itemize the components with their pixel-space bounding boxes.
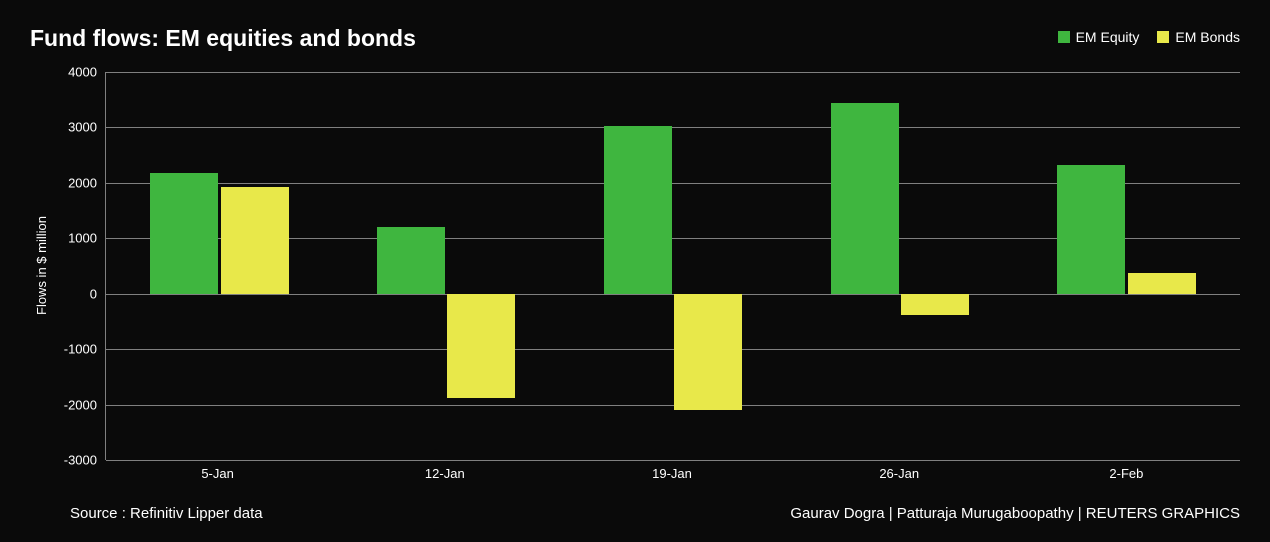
y-tick-label: 0 (90, 287, 97, 300)
legend-item: EM Equity (1058, 29, 1140, 45)
grid-line (106, 349, 1240, 350)
y-tick-label: -1000 (64, 343, 97, 356)
source-text: Source : Refinitiv Lipper data (70, 505, 263, 522)
y-tick-label: 1000 (68, 232, 97, 245)
bar (901, 294, 969, 315)
x-tick-label: 12-Jan (331, 466, 558, 481)
y-tick-label: -3000 (64, 454, 97, 467)
legend-label: EM Equity (1076, 29, 1140, 45)
bar (831, 103, 899, 294)
y-tick-label: 3000 (68, 121, 97, 134)
grid-line (106, 72, 1240, 73)
grid-line (106, 294, 1240, 295)
bar (221, 187, 289, 293)
y-axis-label: Flows in $ million (30, 72, 53, 460)
legend: EM Equity EM Bonds (1058, 25, 1240, 45)
bar (604, 126, 672, 294)
x-axis-ticks: 5-Jan12-Jan19-Jan26-Jan2-Feb (104, 466, 1240, 481)
y-tick-label: 2000 (68, 176, 97, 189)
x-tick-label: 5-Jan (104, 466, 331, 481)
bar (674, 294, 742, 410)
bar (1057, 165, 1125, 294)
y-tick-label: -2000 (64, 398, 97, 411)
bar (377, 227, 445, 294)
chart-title: Fund flows: EM equities and bonds (30, 25, 416, 52)
x-tick-label: 19-Jan (558, 466, 785, 481)
x-tick-label: 2-Feb (1013, 466, 1240, 481)
grid-line (106, 405, 1240, 406)
credits-text: Gaurav Dogra | Patturaja Murugaboopathy … (790, 505, 1240, 522)
bar (1128, 273, 1196, 294)
bar (447, 294, 515, 399)
grid-line (106, 127, 1240, 128)
chart-plot-area (105, 72, 1240, 460)
bar (150, 173, 218, 294)
x-tick-label: 26-Jan (786, 466, 1013, 481)
legend-swatch (1157, 31, 1169, 43)
y-tick-label: 4000 (68, 66, 97, 79)
legend-swatch (1058, 31, 1070, 43)
y-axis-ticks: 40003000200010000-1000-2000-3000 (53, 72, 105, 460)
legend-item: EM Bonds (1157, 29, 1240, 45)
grid-line (106, 460, 1240, 461)
legend-label: EM Bonds (1175, 29, 1240, 45)
